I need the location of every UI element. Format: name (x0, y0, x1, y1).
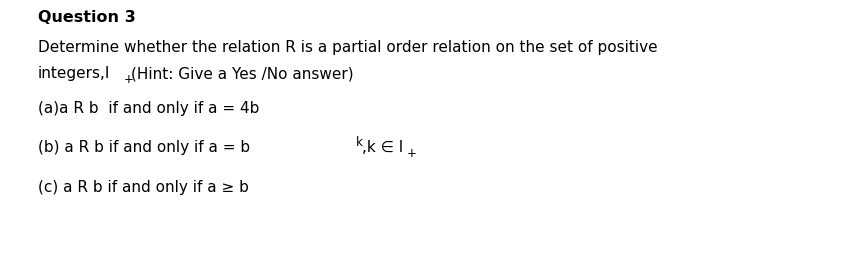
Text: ,k ∈ I: ,k ∈ I (362, 140, 404, 155)
Text: k: k (355, 136, 362, 149)
Text: +: + (407, 147, 416, 160)
Text: Determine whether the relation R is a partial order relation on the set of posit: Determine whether the relation R is a pa… (38, 40, 658, 55)
Text: +: + (123, 73, 134, 86)
Text: (a)a R b  if and only if a = 4b: (a)a R b if and only if a = 4b (38, 101, 259, 116)
Text: (Hint: Give a Yes /No answer): (Hint: Give a Yes /No answer) (131, 66, 354, 81)
Text: (b) a R b if and only if a = b: (b) a R b if and only if a = b (38, 140, 250, 155)
Text: integers,I: integers,I (38, 66, 110, 81)
Text: Question 3: Question 3 (38, 10, 136, 25)
Text: (c) a R b if and only if a ≥ b: (c) a R b if and only if a ≥ b (38, 180, 249, 195)
